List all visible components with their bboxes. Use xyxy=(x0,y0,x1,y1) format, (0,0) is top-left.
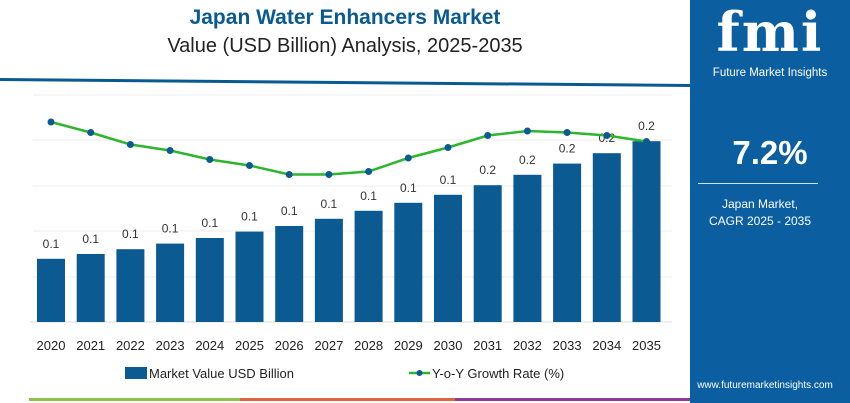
chart-title: Japan Water Enhancers Market xyxy=(189,6,501,29)
bar-2033 xyxy=(553,163,582,322)
legend-line-marker xyxy=(416,370,423,376)
growth-point-2020 xyxy=(47,118,55,126)
legend-bar-label: Market Value USD Billion xyxy=(149,366,294,381)
bar-2025 xyxy=(235,231,264,322)
growth-point-2031 xyxy=(484,132,492,139)
bar-label-2028: 0.1 xyxy=(360,189,377,203)
bar-2023 xyxy=(156,243,185,322)
cagr-value: 7.2% xyxy=(732,134,808,171)
x-tick-2033: 2033 xyxy=(553,338,582,353)
x-tick-2021: 2021 xyxy=(76,338,105,353)
strip-green xyxy=(29,398,240,401)
bar-2020 xyxy=(37,258,65,322)
legend-line-label: Y-o-Y Growth Rate (%) xyxy=(432,366,564,381)
bar-2026 xyxy=(275,226,304,322)
x-tick-2034: 2034 xyxy=(592,338,621,353)
x-tick-2031: 2031 xyxy=(473,338,502,353)
bar-label-2032: 0.2 xyxy=(519,153,536,167)
bar-2034 xyxy=(592,153,621,322)
bar-label-2030: 0.1 xyxy=(440,173,457,187)
growth-point-2027 xyxy=(325,171,333,178)
cagr-label-market: Japan Market, xyxy=(721,197,799,211)
x-tick-2028: 2028 xyxy=(354,338,383,353)
x-tick-2024: 2024 xyxy=(195,338,224,353)
growth-point-2032 xyxy=(523,127,531,135)
cagr-label-period: CAGR 2025 - 2035 xyxy=(708,214,812,228)
growth-point-2034 xyxy=(603,132,611,139)
growth-point-2030 xyxy=(444,144,452,151)
cagr-divider xyxy=(698,183,818,184)
bar-label-2027: 0.1 xyxy=(321,197,338,211)
bar-label-2024: 0.1 xyxy=(201,216,218,230)
bar-2028 xyxy=(354,210,383,322)
x-tick-2032: 2032 xyxy=(513,338,542,353)
x-tick-2025: 2025 xyxy=(235,338,264,353)
bar-2021 xyxy=(76,254,105,322)
website-link[interactable]: www.futuremarketinsights.com xyxy=(697,380,833,391)
bar-label-2033: 0.2 xyxy=(559,142,576,156)
bar-label-2025: 0.1 xyxy=(241,210,258,224)
chart-subtitle: Value (USD Billion) Analysis, 2025-2035 xyxy=(167,35,523,57)
bar-label-2020: 0.1 xyxy=(43,237,60,251)
growth-point-2028 xyxy=(365,168,373,175)
growth-point-2029 xyxy=(404,154,412,162)
x-tick-2023: 2023 xyxy=(156,338,185,353)
legend-bar-swatch xyxy=(125,367,147,379)
logo-subtitle: Future Market Insights xyxy=(712,67,828,79)
growth-point-2035 xyxy=(643,138,650,145)
growth-point-2023 xyxy=(166,147,174,154)
bar-label-2021: 0.1 xyxy=(82,232,99,246)
growth-point-2022 xyxy=(126,141,134,148)
fmi-logo: fmi xyxy=(716,0,824,64)
sidebar-panel: fmi Future Market Insights 7.2% Japan Ma… xyxy=(690,0,850,403)
x-tick-2029: 2029 xyxy=(394,338,423,353)
x-tick-2022: 2022 xyxy=(116,338,145,353)
bar-label-2029: 0.1 xyxy=(400,181,417,195)
bar-2030 xyxy=(434,194,462,322)
color-strip xyxy=(29,398,690,401)
bar-2024 xyxy=(195,238,224,322)
bar-2031 xyxy=(473,185,502,322)
bar-2032 xyxy=(513,174,542,322)
x-tick-2035: 2035 xyxy=(632,338,661,353)
bar-2027 xyxy=(314,218,343,322)
bar-2022 xyxy=(116,249,145,322)
growth-point-2024 xyxy=(206,156,214,163)
growth-point-2033 xyxy=(563,129,571,136)
bar-2035 xyxy=(632,141,661,322)
bar-label-2035: 0.2 xyxy=(638,119,655,133)
bar-label-2022: 0.1 xyxy=(122,227,139,241)
strip-orange xyxy=(240,398,455,401)
chart-area: 0.1 2020 0.1 2021 0.1 2022 0.1 2023 0.1 2024 0.1 20… xyxy=(30,94,672,381)
growth-point-2025 xyxy=(246,162,253,169)
bar-label-2023: 0.1 xyxy=(162,222,179,236)
bar-label-2031: 0.2 xyxy=(479,163,496,177)
bar-label-2026: 0.1 xyxy=(281,204,298,218)
bar-2029 xyxy=(394,202,423,322)
strip-purple xyxy=(455,398,690,401)
x-tick-2030: 2030 xyxy=(434,338,463,353)
x-tick-2026: 2026 xyxy=(275,338,304,353)
x-tick-2027: 2027 xyxy=(314,338,343,353)
growth-line xyxy=(50,120,647,176)
growth-point-2021 xyxy=(87,129,95,136)
growth-point-2026 xyxy=(285,171,293,178)
x-tick-2020: 2020 xyxy=(37,338,66,353)
